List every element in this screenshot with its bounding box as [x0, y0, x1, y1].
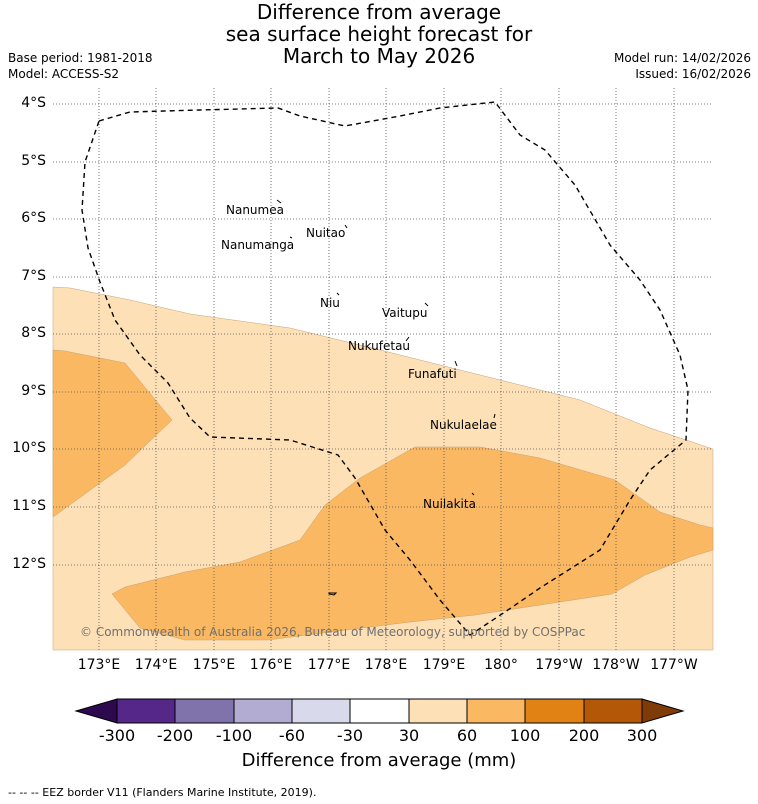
place-label-vaitupu: Vaitupu — [382, 306, 428, 320]
colorbar-segment-200-300 — [583, 698, 643, 724]
colorbar-tick-label: -200 — [156, 726, 194, 745]
islands — [276, 199, 496, 596]
lat-label: 7°S — [21, 268, 46, 284]
place-label-funafuti: Funafuti — [408, 367, 457, 381]
place-label-nanumea: Nanumea — [226, 203, 284, 217]
lat-label: 9°S — [21, 383, 46, 399]
colorbar-segment-30-60 — [408, 698, 468, 724]
lon-label: 174°E — [134, 657, 178, 673]
place-label-nuilakita: Nuilakita — [423, 497, 476, 511]
colorbar-tick-label: 300 — [626, 726, 658, 745]
lon-label: 180° — [484, 657, 518, 673]
island-funafuti-shape — [454, 360, 458, 367]
lat-label: 8°S — [21, 325, 46, 341]
island-nukulaelae-shape — [493, 413, 496, 419]
colorbar-tick-label: -100 — [215, 726, 253, 745]
title-line-2: sea surface height forecast for — [225, 22, 533, 46]
title-line-3: March to May 2026 — [282, 44, 476, 68]
lon-label: 177°E — [307, 657, 351, 673]
colorbar-extend-low — [74, 698, 118, 724]
colorbar-tick-label: 60 — [456, 726, 478, 745]
lat-label: 4°S — [21, 95, 46, 111]
island-nuilakita-shape — [471, 492, 475, 496]
place-label-nuitao: Nuitao — [306, 226, 346, 240]
base-period: Base period: 1981-2018 — [8, 51, 153, 65]
colorbar-segment-m60-m30 — [291, 698, 351, 724]
colorbar-tick-label: -300 — [98, 726, 136, 745]
colorbar-segment-100-200 — [524, 698, 585, 724]
lat-label: 10°S — [12, 440, 46, 456]
gridlines — [53, 88, 713, 650]
eez-border — [81, 101, 689, 636]
island-niu-shape — [336, 292, 340, 296]
colorbar-tick-label: 30 — [398, 726, 420, 745]
model-name: Model: ACCESS-S2 — [8, 67, 120, 81]
lon-label: 179°W — [535, 657, 583, 673]
issued-date: Issued: 16/02/2026 — [635, 67, 751, 81]
island-vaitupu-shape — [424, 302, 429, 307]
lon-label: 179°E — [422, 657, 466, 673]
lat-label: 12°S — [12, 556, 46, 572]
island-reef-shape — [328, 592, 338, 596]
island-nukufetau-shape — [405, 336, 410, 342]
anomaly-60-100-west — [52, 349, 173, 518]
colorbar-segment-m200-m100 — [174, 698, 235, 724]
colorbar-segment-60-100 — [466, 698, 526, 724]
anomaly-60-100-south — [111, 446, 714, 641]
place-label-nukulaelae: Nukulaelae — [430, 418, 497, 432]
island-nuitao-shape — [344, 224, 348, 229]
lon-label: 173°E — [77, 657, 121, 673]
colorbar-segment-m300-m200 — [116, 698, 176, 724]
colorbar-segment-m100-m60 — [233, 698, 293, 724]
title-line-1: Difference from average — [256, 0, 502, 24]
colorbar-extend-high — [641, 698, 685, 724]
place-label-nanumanga: Nanumanga — [221, 238, 295, 252]
place-label-nukufetau: Nukufetau — [348, 339, 411, 353]
island-nanumanga-shape — [289, 236, 293, 239]
colorbar-title: Difference from average (mm) — [241, 750, 517, 771]
colorbar-tick-label: 200 — [568, 726, 600, 745]
lon-label: 176°E — [249, 657, 293, 673]
colorbar — [74, 698, 685, 724]
lat-label: 5°S — [21, 153, 46, 169]
lon-label: 178°W — [592, 657, 640, 673]
lon-label: 177°W — [650, 657, 698, 673]
lat-label: 6°S — [21, 210, 46, 226]
colorbar-tick-label: 100 — [509, 726, 541, 745]
model-run: Model run: 14/02/2026 — [613, 51, 751, 65]
lon-label: 175°E — [192, 657, 236, 673]
colorbar-tick-label: -60 — [278, 726, 306, 745]
colorbar-tick-label: -30 — [336, 726, 364, 745]
colorbar-segment-m30-30 — [349, 698, 410, 724]
island-nanumea-shape — [276, 199, 282, 204]
place-label-niu: Niu — [320, 296, 340, 310]
eez-legend-note: -- -- -- EEZ border V11 (Flanders Marine… — [8, 786, 317, 799]
copyright-notice: © Commonwealth of Australia 2026, Bureau… — [80, 625, 586, 639]
lat-label: 11°S — [12, 498, 46, 514]
lon-label: 178°E — [364, 657, 408, 673]
